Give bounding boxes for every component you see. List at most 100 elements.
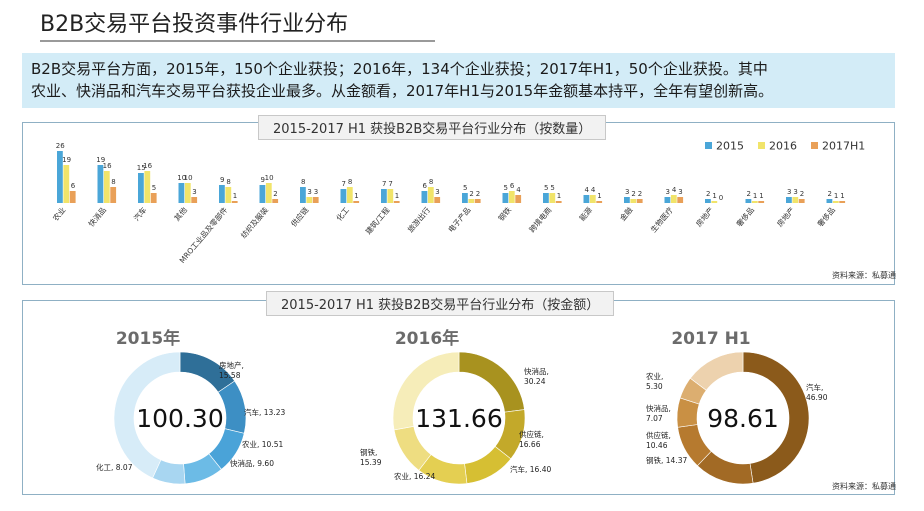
bar-2016 [549,193,556,203]
donut-slice-label-line: 钢铁, [360,447,377,457]
bar-2015 [340,189,347,203]
category-label: 汽车 [131,204,149,222]
bar-value-label: 7 [382,180,386,188]
bar-2015 [57,151,63,203]
bar-2015 [300,187,306,203]
bar-2016 [792,197,799,203]
bar-2015 [97,165,104,203]
bar-value-label: 3 [314,188,318,196]
bar-value-label: 15 [137,164,146,172]
legend-swatch-2016 [758,142,765,149]
category-label: 跨境电商 [527,204,554,234]
bar-2015 [583,195,590,203]
bar-2016 [306,197,313,203]
donut-total: 131.66 [415,404,502,433]
count-chart-panel [22,122,895,285]
bar-2015 [664,197,671,203]
category-label: 能源 [577,204,595,222]
category-label: 建筑/工程 [363,204,392,236]
bar-2015 [178,183,185,203]
bar-2017H1 [839,201,846,203]
bar-2017H1 [191,197,198,203]
bar-value-label: 26 [56,142,65,150]
donut-slice-label-line: 快消品, 9.60 [230,458,274,468]
bar-2016 [508,191,515,203]
bar-2015 [502,193,509,203]
category-label: 旅游出行 [405,204,432,234]
donut-title: 2017 H1 [671,329,750,349]
category-label: 农业 [50,204,68,222]
bar-2017H1 [798,199,805,203]
bar-2017H1 [677,197,684,203]
category-label: 快消品 [86,205,108,229]
bar-value-label: 2 [706,190,710,198]
bar-value-label: 3 [625,188,629,196]
donut-slice-label-line: 10.46 [646,441,668,450]
donut-slice-label-line: 5.30 [646,382,663,391]
category-label: 奢侈品 [815,205,837,229]
title-underline [40,40,435,42]
legend-swatch-2015 [705,142,712,149]
bar-value-label: 5 [463,184,467,192]
bar-value-label: 2 [273,190,277,198]
bar-2015 [826,199,833,203]
donut-title: 2015年 [116,328,180,349]
bar-value-label: 2 [746,190,750,198]
bar-value-label: 2 [827,190,831,198]
donut-slice-label: 供应链, 10.46 [646,430,671,450]
bar-value-label: 2 [638,190,642,198]
donut-slice-label-line: 农业, [646,371,663,381]
bar-2016 [144,171,151,203]
donut-slice-label: 农业, 10.51 [242,439,283,449]
donut-slice-label-line: 钢铁, 14.37 [646,455,687,465]
bar-2015 [219,185,225,203]
donut-slice-label: 汽车, 46.90 [806,382,828,402]
amount-donut-charts: 2015年 100.30 房地产, 15.58 汽车, 13.23 农业, 10.51 快消… [96,328,828,485]
donut-slice-label-line: 供应链, [519,429,544,439]
bar-2016 [63,165,70,203]
bar-value-label: 1 [395,192,399,200]
bar-value-label: 19 [62,156,71,164]
bar-value-label: 9 [220,176,224,184]
donut-total: 98.61 [707,404,779,433]
donut-slice-label: 快消品, 9.60 [230,458,274,468]
bar-2016 [832,201,839,203]
bar-value-label: 4 [672,186,677,194]
bar-2015 [421,191,428,203]
bar-value-label: 0 [719,194,723,202]
bar-value-label: 9 [260,176,264,184]
donut-hole [413,372,505,464]
donut-slice-label: 房地产, 15.58 [219,360,244,380]
category-label: 电子产品 [446,205,473,234]
bar-2017H1 [272,199,279,203]
donut-slice-label-line: 汽车, 16.40 [510,464,551,474]
bar-value-label: 1 [712,192,716,200]
bar-value-label: 5 [550,184,554,192]
bar-value-label: 2 [469,190,473,198]
bar-2016 [589,195,596,203]
bar-value-label: 1 [759,192,763,200]
donut-slice-label: 快消品, 30.24 [524,366,549,386]
bar-value-label: 5 [544,184,548,192]
category-label: 金融 [617,204,635,222]
bar-2016 [751,201,758,203]
bar-value-label: 1 [597,192,601,200]
donut-slice-label: 快消品, 7.07 [646,403,671,423]
bar-2017H1 [434,197,441,203]
bar-value-label: 10 [184,174,193,182]
bar-2016 [670,195,677,203]
donut-slice-label: 汽车, 16.40 [510,464,551,474]
legend-label: 2015 [716,140,744,153]
bar-2017H1 [474,199,481,203]
bar-value-label: 2 [476,190,480,198]
bar-value-label: 7 [388,180,392,188]
category-label: 纺织及服装 [238,204,270,240]
bar-value-label: 8 [301,178,305,186]
bar-2017H1 [596,201,603,203]
bar-value-label: 3 [787,188,791,196]
bar-2015 [543,193,549,203]
bar-value-label: 3 [192,188,196,196]
donut-slice-label-line: 快消品, [646,403,671,413]
category-label: 钢铁 [496,204,514,222]
bar-2016 [630,199,637,203]
